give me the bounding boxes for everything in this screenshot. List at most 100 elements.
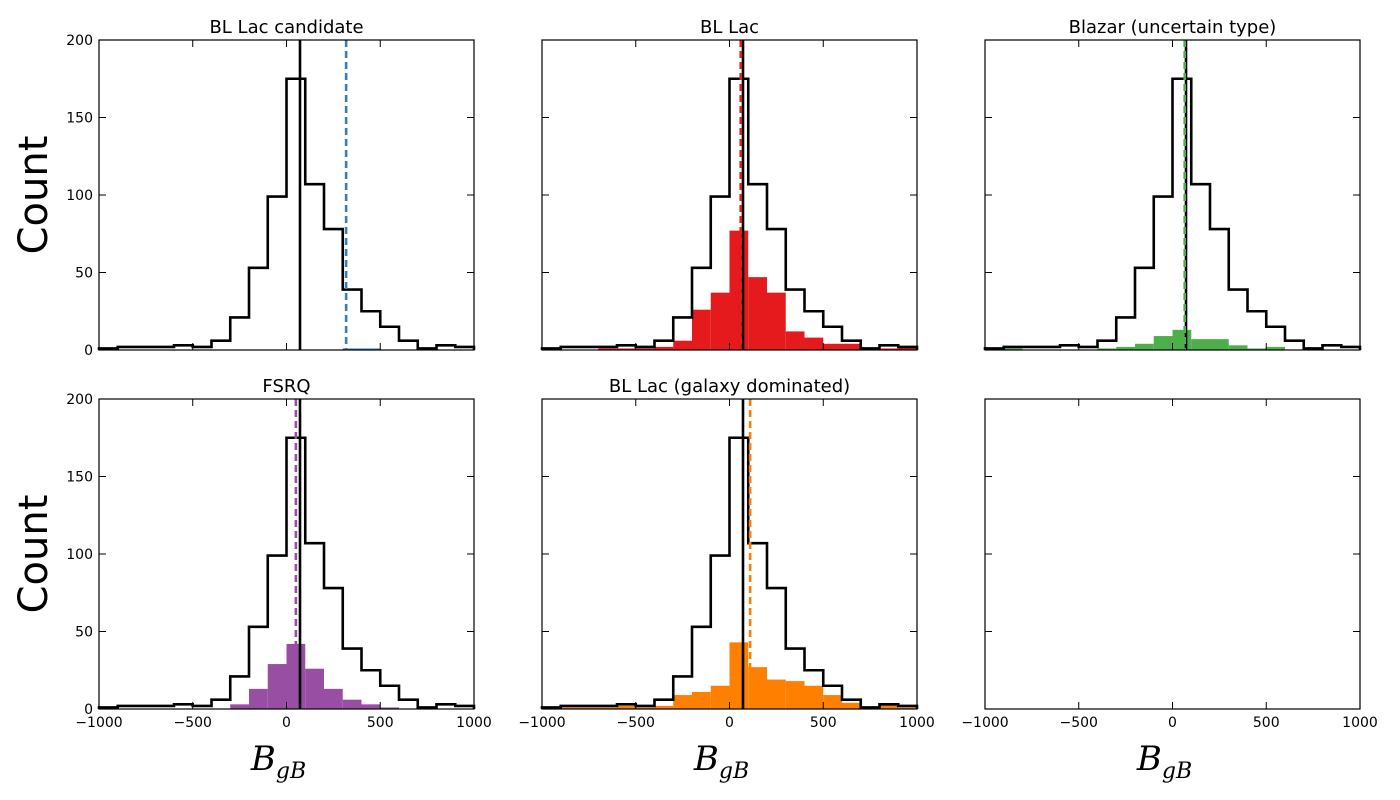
subclass-bar <box>230 704 249 709</box>
subclass-bar <box>842 702 861 709</box>
x-axis-label: BgB <box>250 739 306 784</box>
x-tick-label: 500 <box>810 715 837 731</box>
subclass-bar <box>654 705 674 709</box>
subclass-bar <box>748 667 767 709</box>
y-tick-label: 100 <box>66 188 93 204</box>
panel-title: BL Lac candidate <box>209 17 363 38</box>
x-axis-label-sub: gB <box>1162 759 1192 784</box>
x-tick-label: −1000 <box>75 715 122 731</box>
subclass-bar <box>560 707 580 709</box>
subclass-bar <box>729 642 749 709</box>
subclass-bar <box>1003 348 1023 350</box>
subclass-bar <box>823 695 842 709</box>
all-sample-step <box>97 77 476 350</box>
subclass-bar <box>579 707 599 709</box>
panel-3: Blazar (uncertain type) <box>983 17 1362 351</box>
subclass-bar <box>249 688 268 709</box>
subclass-bar <box>673 695 692 709</box>
x-tick-label: −500 <box>617 715 655 731</box>
subclass-bar <box>1247 348 1267 350</box>
y-tick-label: 0 <box>84 702 93 718</box>
subclass-bar <box>635 707 655 709</box>
subclass-bar <box>804 685 824 709</box>
subclass-bar <box>635 348 655 350</box>
x-axis-label: BgB <box>1136 739 1192 784</box>
subclass-bar <box>804 337 824 350</box>
subclass-bar <box>617 705 636 709</box>
all-sample-step <box>540 77 919 350</box>
subclass-bar <box>673 340 692 350</box>
subclass-bar <box>767 292 786 350</box>
panel-title: Blazar (uncertain type) <box>1069 17 1277 38</box>
subclass-bar <box>879 348 899 350</box>
subclass-bar <box>342 699 362 709</box>
subclass-bar <box>692 691 711 709</box>
x-axis-label-sub: gB <box>276 759 306 784</box>
all-sample-step <box>983 77 1362 350</box>
y-tick-label: 150 <box>66 470 93 486</box>
subclass-bar <box>1135 343 1154 350</box>
x-tick-label: −500 <box>1060 715 1098 731</box>
y-tick-label: 100 <box>66 547 93 563</box>
subclass-bar <box>1172 329 1192 350</box>
x-tick-label: 1000 <box>1342 715 1378 731</box>
subclass-bar <box>692 309 711 350</box>
y-tick-label: 200 <box>66 33 93 49</box>
x-tick-label: 0 <box>725 715 734 731</box>
axes-frame <box>984 398 1361 710</box>
y-axis-label: Count <box>11 136 57 255</box>
subclass-bar <box>361 348 381 350</box>
subclass-bar <box>361 704 381 709</box>
panel-1: 0 50 100 150 200 Count BL Lac candidate <box>11 17 476 359</box>
x-axis-label-main: B <box>693 739 719 779</box>
subclass-bar <box>879 704 899 709</box>
x-axis-label-sub: gB <box>719 759 749 784</box>
y-tick-label: 200 <box>66 392 93 408</box>
subclass-bar <box>342 348 362 350</box>
subclass-bar <box>654 346 674 350</box>
x-tick-label: 1000 <box>456 715 492 731</box>
panel-title: FSRQ <box>262 376 310 397</box>
x-tick-label: −500 <box>174 715 212 731</box>
subclass-bar <box>1266 346 1285 350</box>
y-tick-label: 50 <box>75 266 93 282</box>
panel-6: −1000 −500 0 500 1000 BgB <box>961 398 1378 784</box>
subclass-bar <box>748 277 767 350</box>
subclass-bar <box>710 292 730 350</box>
x-tick-label: −1000 <box>961 715 1008 731</box>
subclass-bar <box>785 681 805 709</box>
y-tick-label: 150 <box>66 111 93 127</box>
subclass-bar <box>767 679 786 709</box>
x-axis-label-main: B <box>250 739 276 779</box>
subclass-bar <box>1116 346 1135 350</box>
subclass-bar <box>898 707 917 709</box>
panel-5: −1000 −500 0 500 1000 BgB BL Lac (galaxy domin… <box>518 376 935 784</box>
subclass-bar <box>598 348 617 350</box>
y-tick-label: 50 <box>75 625 93 641</box>
panel-4: 0 50 100 150 200 Count −1000 −500 0 500 1000 BgB FSR… <box>11 376 492 784</box>
subclass-bar <box>1153 336 1173 350</box>
subclass-bar <box>380 707 399 709</box>
x-tick-label: 1000 <box>899 715 935 731</box>
subclass-bar <box>617 348 636 350</box>
subclass-bar <box>1191 339 1210 350</box>
subclass-bar <box>267 664 287 709</box>
subclass-bar <box>305 668 324 709</box>
x-tick-label: 500 <box>1253 715 1280 731</box>
panel-2: BL Lac <box>540 17 919 351</box>
all-sample-step <box>540 436 919 709</box>
x-tick-label: 0 <box>282 715 291 731</box>
subclass-bar <box>710 685 730 709</box>
subclass-bar <box>598 707 617 709</box>
subclass-bar <box>898 346 917 350</box>
subclass-bar <box>823 343 842 350</box>
panel-title: BL Lac (galaxy dominated) <box>609 376 850 397</box>
subclass-bar <box>842 343 861 350</box>
panel-title: BL Lac <box>700 17 759 38</box>
x-axis-label-main: B <box>1136 739 1162 779</box>
subclass-bar <box>1228 345 1248 350</box>
x-tick-label: 500 <box>367 715 394 731</box>
subclass-bar <box>785 331 805 350</box>
x-tick-label: −1000 <box>518 715 565 731</box>
